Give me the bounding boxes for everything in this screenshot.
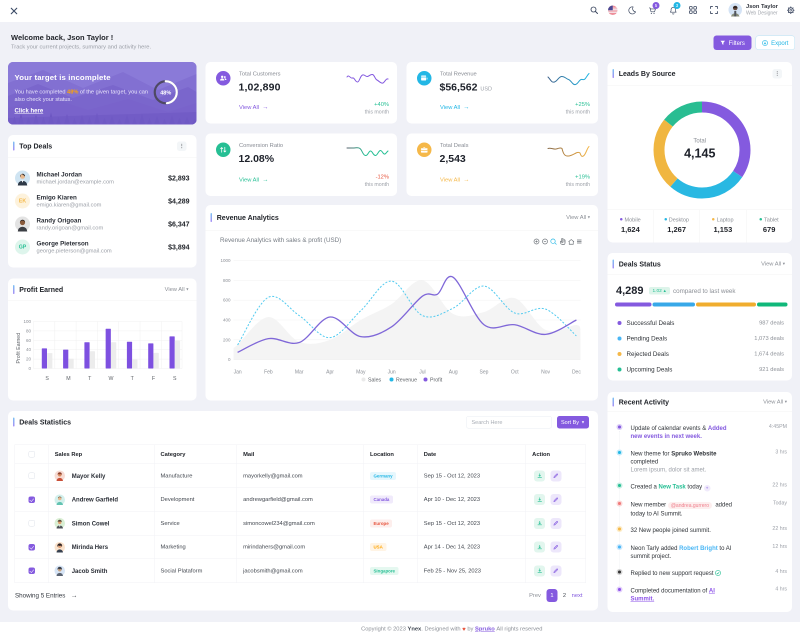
svg-text:Feb: Feb [264,370,273,376]
svg-text:Aug: Aug [449,370,458,376]
svg-text:Profit Earned: Profit Earned [16,333,22,364]
svg-text:800: 800 [223,278,231,283]
svg-text:48%: 48% [160,90,171,96]
svg-text:Sep: Sep [480,370,489,376]
svg-text:S: S [173,376,177,382]
svg-text:100: 100 [23,319,31,324]
svg-text:Oct: Oct [511,370,519,376]
svg-text:60: 60 [26,338,32,343]
svg-text:400: 400 [223,318,231,323]
svg-text:20: 20 [26,357,32,362]
svg-text:Revenue: Revenue [396,378,417,384]
svg-text:Jan: Jan [234,370,242,376]
svg-text:Mar: Mar [295,370,304,376]
svg-text:Jul: Jul [419,370,425,376]
svg-text:S: S [45,376,49,382]
svg-text:Apr: Apr [326,370,334,376]
svg-text:0: 0 [228,357,231,362]
svg-text:Nov: Nov [541,370,550,376]
svg-text:W: W [108,376,113,382]
svg-text:F: F [152,376,155,382]
svg-text:May: May [356,370,366,376]
svg-text:600: 600 [223,298,231,303]
svg-text:Sales: Sales [368,378,382,384]
svg-text:Profit: Profit [430,378,443,384]
svg-text:0: 0 [28,366,31,371]
svg-text:T: T [131,376,135,382]
svg-text:40: 40 [26,347,32,352]
svg-text:Dec: Dec [572,370,581,376]
svg-text:1000: 1000 [220,258,231,263]
svg-text:Jun: Jun [388,370,396,376]
svg-text:200: 200 [223,337,231,342]
svg-text:T: T [88,376,92,382]
svg-text:80: 80 [26,328,32,333]
svg-text:M: M [66,376,70,382]
